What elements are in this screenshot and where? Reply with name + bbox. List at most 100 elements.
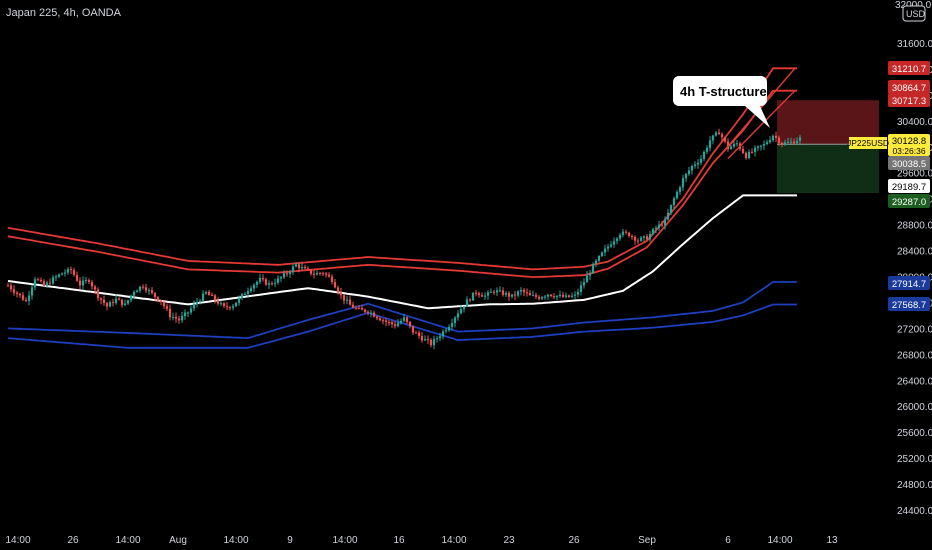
candle-body [243, 293, 247, 295]
candle-body [792, 141, 796, 144]
candle-body [768, 140, 772, 143]
candle-body [705, 147, 709, 152]
target-zone[interactable] [777, 144, 879, 194]
candle-body [504, 293, 508, 295]
trendline-lower[interactable] [727, 90, 796, 159]
x-tick-label: 26 [67, 535, 79, 546]
currency-badge-frame[interactable] [902, 5, 926, 22]
ticker-label: JP225USD [847, 138, 889, 148]
candle-body [723, 137, 727, 142]
candle-body [9, 285, 13, 290]
candle-body [501, 290, 505, 295]
x-tick-label: 14:00 [223, 535, 248, 546]
candle-body [390, 322, 394, 325]
candle-body [213, 295, 217, 301]
x-tick-label: 6 [725, 535, 731, 546]
annotation-callout[interactable]: 4h T-structure [673, 76, 770, 128]
candle-body [240, 294, 244, 298]
candle-body [345, 299, 349, 301]
candle-body [498, 290, 502, 292]
candle-body [231, 306, 235, 308]
candle-body [480, 295, 484, 297]
x-tick-label: 14:00 [767, 535, 792, 546]
candle-body [762, 144, 766, 146]
stop-loss-zone[interactable] [777, 100, 879, 145]
candle-body [597, 256, 601, 261]
candle-body [222, 303, 226, 307]
candle-body [147, 290, 151, 292]
candle-body [363, 309, 367, 312]
currency-badge[interactable]: USD [906, 9, 926, 19]
candle-body [411, 326, 415, 333]
candle-body [654, 227, 658, 230]
candle-body [600, 252, 604, 257]
candle-body [174, 316, 178, 319]
y-tick-label: 25600.0 [897, 428, 932, 439]
candle-body [90, 281, 94, 287]
candle-body [126, 300, 130, 304]
candle-body [543, 296, 547, 298]
y-tick-label: 30400.0 [897, 117, 932, 128]
price-label-white [888, 179, 930, 193]
candle-body [567, 295, 571, 297]
candle-body [321, 273, 325, 275]
candle-body [456, 313, 460, 318]
candle-body [582, 282, 586, 286]
candle-body [489, 291, 493, 293]
candle-body [333, 282, 337, 288]
candle-body [207, 291, 211, 295]
x-tick-label: 14:00 [115, 535, 140, 546]
candle-body [636, 240, 640, 242]
blue-band-lower [7, 303, 797, 349]
candle-body [711, 135, 715, 141]
candle-body [81, 280, 85, 286]
candle-body [528, 293, 532, 296]
price-label-last [888, 134, 930, 156]
x-tick-label: 16 [393, 535, 405, 546]
candle-body [651, 229, 655, 234]
candle-body [18, 293, 22, 296]
price-labels: 31210.7 30864.7 30717.3 30128.803:26:36JP22… [847, 61, 930, 311]
candle-body [585, 275, 589, 283]
candle-body [114, 298, 118, 304]
candle-body [756, 146, 760, 148]
candle-body [360, 308, 364, 310]
candle-body [150, 290, 154, 294]
candle-body [747, 151, 751, 159]
x-tick-label: Aug [169, 535, 187, 546]
ticker-tag [849, 137, 887, 149]
candle-body [507, 293, 511, 297]
candle-body [759, 145, 763, 147]
candle-body [453, 317, 457, 324]
candle-body [675, 191, 679, 199]
candle-body [177, 318, 181, 321]
candle-body [339, 292, 343, 296]
candle-body [471, 292, 475, 301]
candle-body [645, 236, 649, 240]
candle-body [633, 236, 637, 241]
candle-body [291, 266, 295, 273]
candle-body [138, 286, 142, 291]
candle-body [171, 316, 175, 318]
candle-body [468, 299, 472, 301]
candle-body [27, 295, 31, 301]
candle-body [660, 224, 664, 226]
candle-body [153, 293, 157, 298]
candle-body [609, 244, 613, 247]
candle-body [168, 308, 172, 318]
time-axis[interactable]: 14:00 26 14:00 Aug 14:00 9 14:00 16 14:00 23 26 Sep… [5, 535, 838, 546]
candle-body [369, 312, 373, 314]
candle-body [432, 339, 436, 346]
candle-body [30, 287, 34, 296]
candle-body [795, 140, 799, 144]
candle-body [420, 335, 424, 341]
price-label-value: 30038.5 [892, 159, 926, 170]
candle-body [522, 289, 526, 293]
candle-body [336, 287, 340, 293]
x-tick-label: 13 [826, 535, 838, 546]
candle-body [129, 295, 133, 301]
candle-body [306, 268, 310, 270]
candle-body [465, 299, 469, 307]
